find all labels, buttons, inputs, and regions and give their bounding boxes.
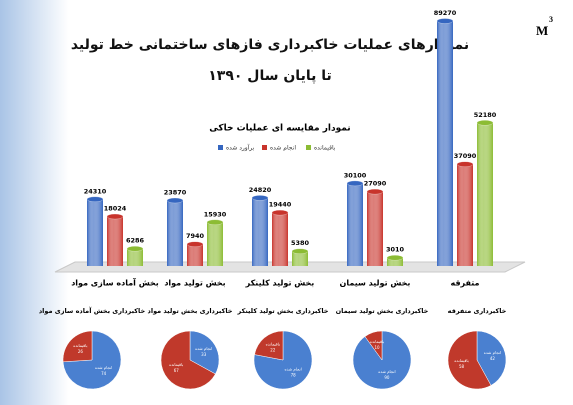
- slice-value: 74: [101, 371, 107, 376]
- data-label: 24310: [84, 187, 107, 195]
- data-label: 89270: [434, 9, 457, 17]
- pie-slice: [352, 330, 412, 390]
- bar-cap: [291, 248, 309, 254]
- bar-shade: [127, 248, 143, 266]
- unit-exponent: 3: [549, 15, 553, 24]
- bar-cap: [251, 195, 269, 201]
- x-tick-label: بخش آماده سازی مواد: [71, 278, 159, 289]
- data-label: 5380: [291, 239, 310, 247]
- slice-label: انجام شده: [95, 365, 112, 370]
- slice-value: 78: [291, 372, 297, 377]
- data-label: 15930: [204, 210, 227, 218]
- slice-label: انجام شده: [195, 346, 212, 351]
- legend-label: برآورد شده: [226, 143, 255, 152]
- bar-shade: [347, 183, 363, 266]
- pie-slice: [189, 330, 220, 375]
- pie-title: خاکبرداری بخش تولید مواد: [148, 307, 233, 315]
- bar-cap: [166, 197, 184, 204]
- bar-cap: [126, 245, 144, 252]
- bar-cap: [436, 18, 454, 24]
- data-label: 52180: [474, 111, 497, 119]
- data-label: 6286: [126, 237, 145, 245]
- slice-label: انجام شده: [484, 350, 501, 355]
- slice-label: باقیمانده: [169, 362, 183, 367]
- bar-cap: [366, 188, 384, 195]
- bar-cap: [346, 180, 364, 187]
- data-label: 27090: [364, 180, 387, 188]
- x-tick-label: بخش تولید سیمان: [340, 279, 411, 289]
- bar-cap: [386, 254, 404, 261]
- slice-value: 10: [375, 345, 381, 350]
- bar-shade: [207, 222, 223, 266]
- slice-value: 42: [490, 356, 496, 361]
- bar-shade: [477, 122, 493, 266]
- pie-slice: [253, 330, 313, 390]
- pie-slice: [160, 330, 216, 390]
- bar-shade: [107, 216, 123, 266]
- slice-label: باقیمانده: [73, 343, 87, 348]
- pie-slice: [447, 330, 492, 390]
- pie-title: خاکبرداری بخش تولید سیمان: [336, 307, 429, 315]
- pie-slice: [364, 330, 383, 361]
- slice-value: 26: [78, 349, 84, 354]
- slice-value: 90: [384, 375, 390, 380]
- data-label: 3010: [386, 246, 405, 254]
- bar-shade: [252, 197, 268, 266]
- bar-shade: [167, 200, 183, 266]
- data-label: 30100: [344, 171, 367, 179]
- legend-label: انجام شده: [270, 145, 296, 152]
- bar-shade: [87, 199, 103, 266]
- bar-cap: [206, 219, 224, 226]
- data-label: 7940: [186, 232, 205, 240]
- slide-title: نمودارهای عملیات خاکبرداری فازهای ساختما…: [71, 37, 469, 53]
- pie-title: خاکبرداری بخش تولید کلینکر: [237, 307, 329, 315]
- bar-shade: [457, 164, 473, 266]
- legend-marker: [218, 145, 223, 150]
- slice-label: باقیمانده: [454, 358, 468, 363]
- data-label: 18024: [104, 205, 127, 213]
- legend-marker: [306, 145, 311, 150]
- data-label: 37090: [454, 152, 477, 160]
- x-tick-label: بخش تولید کلینکر: [245, 279, 315, 289]
- bar-cap: [271, 209, 289, 216]
- slice-label: باقیمانده: [266, 342, 280, 347]
- data-label: 24820: [249, 186, 272, 194]
- slice-label: انجام شده: [285, 366, 302, 371]
- slice-value: 58: [459, 364, 465, 369]
- pie-slice: [62, 330, 122, 390]
- bar-shade: [437, 21, 453, 266]
- bar-shade: [292, 251, 308, 266]
- bar-cap: [456, 161, 474, 167]
- slice-label: باقیمانده: [370, 339, 384, 344]
- pie-slice: [476, 330, 507, 386]
- bar-shade: [272, 212, 288, 266]
- data-label: 23870: [164, 188, 187, 196]
- x-tick-label: بخش تولید مواد: [164, 279, 225, 289]
- bar-shade: [387, 257, 403, 266]
- slice-label: انجام شده: [378, 369, 395, 374]
- slice-value: 22: [270, 348, 276, 353]
- pie-slice: [62, 330, 93, 363]
- data-label: 19440: [269, 201, 292, 209]
- bar-shade: [187, 244, 203, 266]
- pie-title: خاکبرداری بخش آماده سازی مواد: [39, 306, 146, 315]
- bar-floor: [54, 261, 526, 273]
- legend-label: باقیمانده: [314, 145, 336, 152]
- bar-cap: [476, 120, 494, 126]
- bar-cap: [106, 213, 124, 220]
- pie-slice: [254, 330, 284, 361]
- legend-marker: [262, 145, 267, 150]
- bar-cap: [186, 241, 204, 247]
- slide-subtitle: تا پایان سال ۱۳۹۰: [208, 68, 331, 84]
- unit: M: [536, 23, 548, 38]
- x-tick-label: متفرقه: [450, 279, 479, 288]
- slice-value: 33: [201, 352, 207, 357]
- chart-title: نمودار مقایسه ای عملیات خاکی: [209, 124, 350, 134]
- slice-value: 67: [174, 368, 180, 373]
- pie-title: خاکبرداری متفرقه: [448, 307, 507, 315]
- bar-cap: [86, 196, 104, 203]
- bar-shade: [367, 191, 383, 266]
